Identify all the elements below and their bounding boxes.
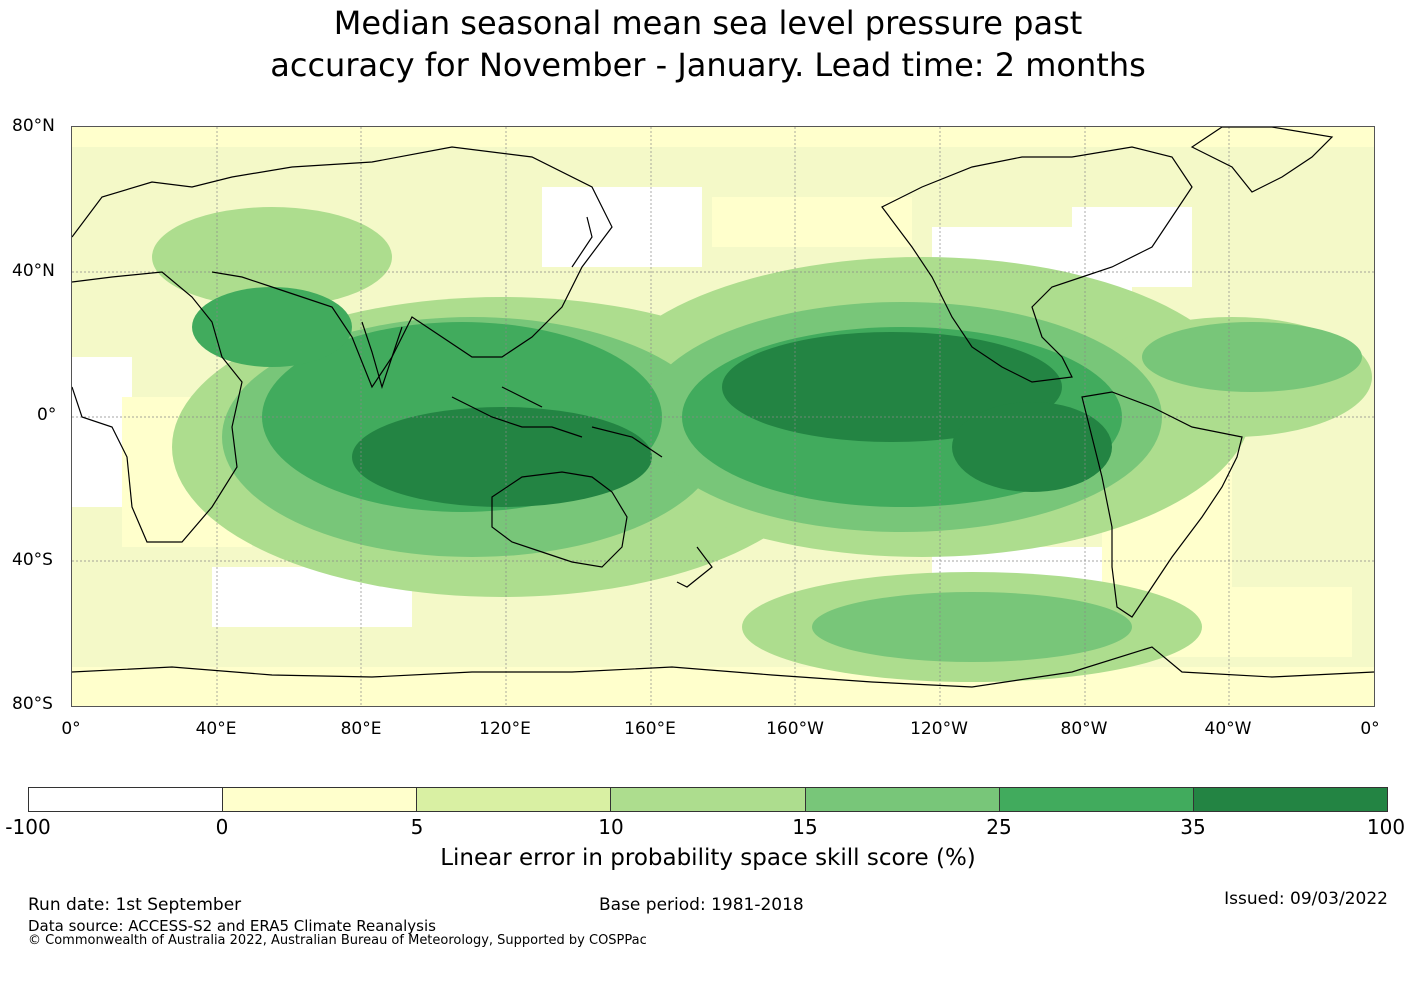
map-title: Median seasonal mean sea level pressure … [0, 2, 1416, 86]
colorbar [28, 787, 1388, 812]
colorbar-segment [417, 788, 612, 811]
colorbar-tick: 15 [792, 815, 818, 839]
map-svg [72, 127, 1374, 706]
colorbar-tick: 10 [598, 815, 624, 839]
lon-label-40w: 40°W [1204, 719, 1252, 739]
colorbar-segment [999, 788, 1194, 811]
coastlines [72, 127, 1374, 688]
colorbar-segment [223, 788, 418, 811]
lat-label-80n: 80°N [12, 116, 55, 136]
skill-score-map [71, 126, 1375, 707]
lon-label-160w: 160°W [766, 719, 824, 739]
data-source: Data source: ACCESS-S2 and ERA5 Climate … [28, 917, 436, 935]
lon-label-0-east: 0° [1360, 719, 1380, 739]
colorbar-tick: 100 [1366, 815, 1406, 839]
lon-label-160e: 160°E [624, 719, 676, 739]
lon-label-0: 0° [61, 719, 81, 739]
colorbar-label: Linear error in probability space skill … [440, 845, 976, 871]
title-line-2: accuracy for November - January. Lead ti… [270, 46, 1146, 84]
graticule [72, 127, 1374, 706]
base-period: Base period: 1981-2018 [599, 895, 804, 915]
lon-label-40e: 40°E [195, 719, 237, 739]
run-date: Run date: 1st September [28, 895, 242, 915]
highest-skill-region [352, 332, 1112, 507]
issued-date: Issued: 09/03/2022 [1224, 889, 1388, 909]
colorbar-segment [1193, 788, 1387, 811]
colorbar-segment [611, 788, 806, 811]
colorbar-segment [805, 788, 1000, 811]
colorbar-tick: 0 [215, 815, 229, 839]
lon-label-80w: 80°W [1060, 719, 1108, 739]
lat-label-equator: 0° [37, 405, 57, 425]
colorbar-tick: 25 [986, 815, 1012, 839]
lat-label-40n: 40°N [12, 261, 55, 281]
title-line-1: Median seasonal mean sea level pressure … [333, 4, 1083, 42]
low-skill-patches [72, 127, 1374, 706]
colorbar-tick: 5 [410, 815, 424, 839]
lat-label-40s: 40°S [12, 550, 53, 570]
lon-label-120e: 120°E [479, 719, 531, 739]
lat-label-80s: 80°S [12, 694, 53, 714]
copyright: © Commonwealth of Australia 2022, Austra… [28, 933, 647, 948]
colorbar-segment [29, 788, 224, 811]
lon-label-80e: 80°E [340, 719, 382, 739]
colorbar-tick: 35 [1180, 815, 1206, 839]
colorbar-tick: -100 [5, 815, 51, 839]
lon-label-120w: 120°W [910, 719, 968, 739]
